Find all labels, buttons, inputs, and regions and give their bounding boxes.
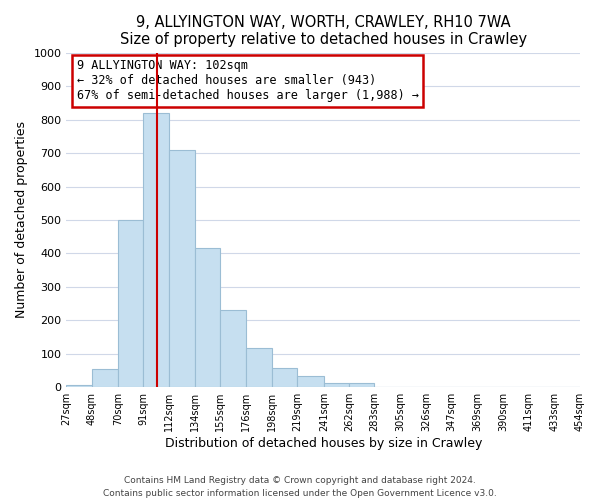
Bar: [143, 113, 169, 387]
Text: 9 ALLYINGTON WAY: 102sqm
← 32% of detached houses are smaller (943)
67% of semi-: 9 ALLYINGTON WAY: 102sqm ← 32% of detach…: [77, 60, 419, 102]
Bar: [298, 376, 324, 387]
Bar: [272, 368, 298, 387]
X-axis label: Distribution of detached houses by size in Crawley: Distribution of detached houses by size …: [164, 437, 482, 450]
Bar: [67, 384, 92, 387]
Bar: [195, 248, 220, 387]
Bar: [220, 310, 245, 387]
Text: Contains HM Land Registry data © Crown copyright and database right 2024.
Contai: Contains HM Land Registry data © Crown c…: [103, 476, 497, 498]
Bar: [324, 383, 349, 387]
Bar: [245, 348, 272, 387]
Bar: [169, 150, 195, 387]
Y-axis label: Number of detached properties: Number of detached properties: [15, 122, 28, 318]
Bar: [118, 220, 143, 387]
Bar: [349, 383, 374, 387]
Title: 9, ALLYINGTON WAY, WORTH, CRAWLEY, RH10 7WA
Size of property relative to detache: 9, ALLYINGTON WAY, WORTH, CRAWLEY, RH10 …: [119, 15, 527, 48]
Bar: [92, 369, 118, 387]
